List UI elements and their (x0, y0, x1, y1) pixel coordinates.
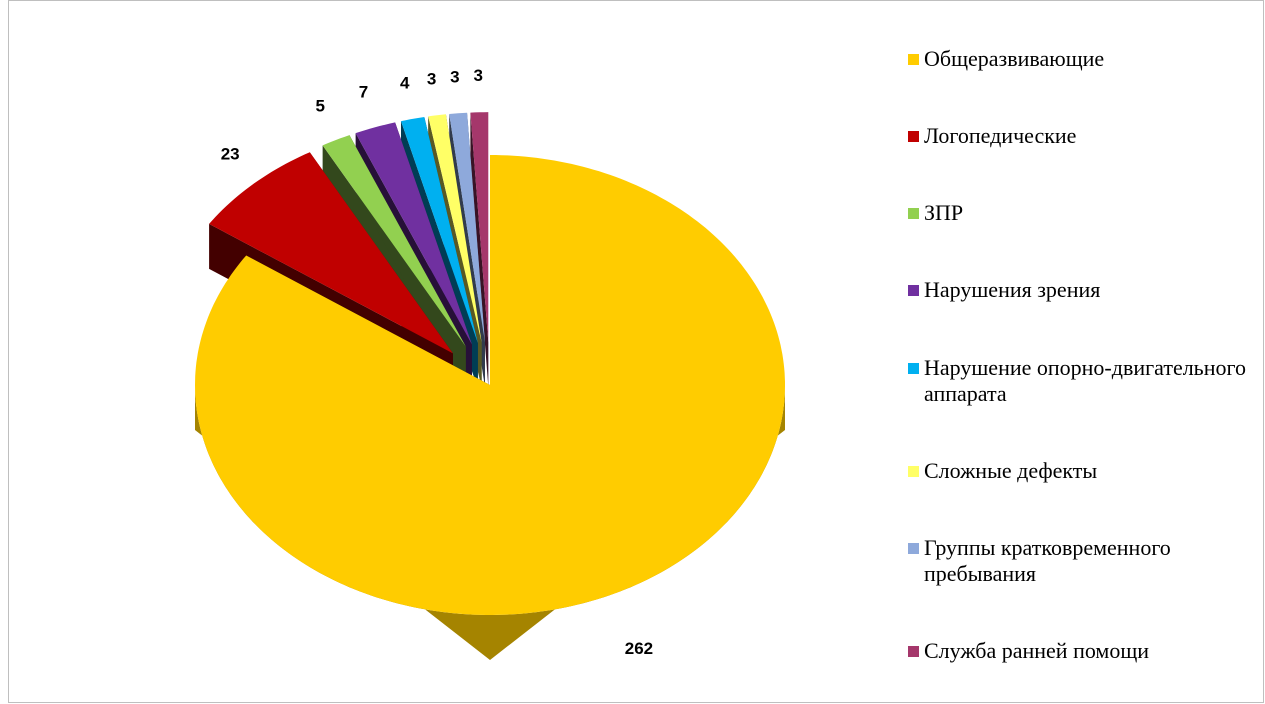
legend-swatch (908, 646, 919, 658)
legend-swatch (908, 130, 919, 142)
legend-item: Общеразвивающие (908, 46, 1253, 72)
legend-label: Нарушение опорно-двигательного аппарата (924, 354, 1246, 406)
legend-label: Общеразвивающие (924, 45, 1105, 71)
data-label: 23 (221, 145, 240, 164)
legend-item: ЗПР (908, 200, 1253, 226)
data-label: 3 (450, 67, 459, 86)
frame (8, 0, 1264, 703)
slice (449, 112, 485, 343)
legend: Общеразвивающие Логопедические ЗПР Нарушени… (908, 20, 1253, 690)
legend-swatch (908, 285, 919, 297)
legend-label: Группы кратковременного пребывания (924, 535, 1171, 587)
legend-swatch (908, 465, 919, 477)
data-label: 4 (400, 73, 410, 92)
slice (428, 114, 482, 343)
slice-wall (470, 112, 489, 388)
legend-swatch (908, 208, 919, 220)
data-label: 3 (474, 66, 483, 85)
slice (470, 112, 489, 343)
legend-item: Нарушение опорно-двигательного аппарата (908, 355, 1253, 407)
slice (209, 152, 453, 354)
data-label: 7 (359, 83, 368, 102)
legend-label: Служба ранней помощи (924, 638, 1150, 664)
legend-item: Логопедические (908, 123, 1253, 149)
legend-item: Нарушения зрения (908, 277, 1253, 303)
legend-swatch (908, 362, 919, 374)
slice (401, 117, 478, 344)
data-label: 262 (625, 639, 653, 658)
slice (195, 155, 785, 615)
slice (355, 122, 472, 345)
legend-label: Сложные дефекты (924, 457, 1098, 483)
data-label: 5 (316, 97, 325, 116)
legend-item: Сложные дефекты (908, 458, 1253, 484)
legend-swatch (908, 53, 919, 65)
legend-label: Нарушения зрения (924, 277, 1101, 303)
slice (322, 135, 466, 347)
data-label: 3 (427, 69, 436, 88)
legend-item: Служба ранней помощи (908, 638, 1253, 664)
legend-item: Группы кратковременного пребывания (908, 535, 1253, 587)
legend-label: Логопедические (924, 122, 1077, 148)
legend-swatch (908, 543, 919, 555)
legend-label: ЗПР (924, 200, 964, 226)
